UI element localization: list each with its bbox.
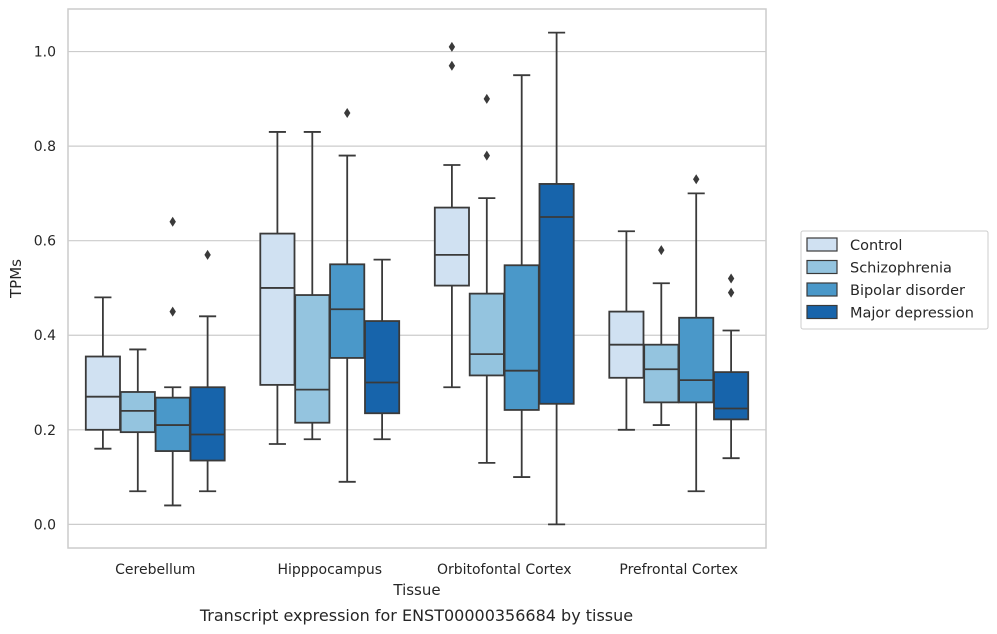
y-tick-label: 0.4 <box>34 328 56 344</box>
box-iqr <box>294 294 331 424</box>
box-iqr <box>643 343 680 404</box>
box-major-depression <box>538 31 575 526</box>
box-iqr <box>259 232 296 386</box>
box-iqr <box>713 371 750 421</box>
x-axis-label: Tissue <box>392 581 440 599</box>
y-tick-label: 0.0 <box>34 517 56 533</box>
y-axis-ticks: 0.0 0.2 0.4 0.6 0.8 1.0 <box>34 45 56 534</box>
outlier-point <box>448 41 456 52</box>
box-bipolar-disorder <box>329 108 366 483</box>
outlier-point <box>727 273 735 284</box>
outlier-point <box>448 60 456 71</box>
box-bipolar-disorder <box>154 216 191 507</box>
plot-area-frame <box>67 8 767 549</box>
legend-swatch <box>806 282 838 297</box>
x-tick-label: Orbitofontal Cortex <box>437 562 572 578</box>
outlier-point <box>483 93 490 104</box>
y-tick-label: 0.8 <box>34 139 56 155</box>
box-major-depression <box>713 273 750 460</box>
box-schizophrenia <box>119 348 156 493</box>
x-tick-label: Cerebellum <box>115 562 195 578</box>
outlier-point <box>344 108 351 119</box>
outlier-point <box>483 150 490 161</box>
box-iqr <box>538 183 575 405</box>
box-schizophrenia <box>468 93 505 464</box>
legend-label: Bipolar disorder <box>850 283 965 299</box>
box-iqr <box>433 206 470 287</box>
outlier-point <box>169 216 176 227</box>
box-iqr <box>468 292 505 377</box>
box-bipolar-disorder <box>678 174 715 493</box>
box-major-depression <box>364 258 401 441</box>
box-iqr <box>678 316 715 404</box>
x-axis-ticks: Cerebellum Hipppocampus Orbitofontal Corte… <box>115 562 738 578</box>
legend: Control Schizophrenia Bipolar disorder Majo… <box>800 230 989 330</box>
box-control <box>608 230 645 431</box>
legend-frame <box>800 230 989 330</box>
box-iqr <box>84 355 121 431</box>
y-tick-label: 0.2 <box>34 423 56 439</box>
legend-label: Major depression <box>850 306 974 322</box>
y-axis-label: TPMs <box>7 259 25 299</box>
box-iqr <box>329 263 366 359</box>
outlier-point <box>204 249 211 260</box>
x-tick-label: Hipppocampus <box>277 562 382 578</box>
legend-label: Control <box>850 238 902 254</box>
box-control <box>84 296 121 450</box>
legend-swatch <box>806 304 838 320</box>
box-schizophrenia <box>294 131 331 441</box>
box-iqr <box>503 264 540 411</box>
legend-swatch <box>806 259 838 275</box>
box-control <box>433 41 470 389</box>
box-groups <box>84 31 750 526</box>
legend-label: Schizophrenia <box>850 261 952 277</box>
outlier-point <box>658 245 665 256</box>
box-iqr <box>119 391 156 434</box>
box-bipolar-disorder <box>503 74 540 478</box>
legend-swatch <box>806 237 838 252</box>
outlier-point <box>693 174 700 185</box>
box-control <box>259 131 296 445</box>
figure-caption: Transcript expression for ENST0000035668… <box>199 606 634 625</box>
box-major-depression <box>189 249 226 493</box>
x-tick-label: Prefrontal Cortex <box>619 562 738 578</box>
outlier-point <box>727 287 735 298</box>
y-tick-label: 1.0 <box>34 45 56 61</box>
box-iqr <box>364 320 401 415</box>
box-schizophrenia <box>643 245 680 426</box>
outlier-point <box>169 306 176 317</box>
y-tick-label: 0.6 <box>34 234 56 250</box>
box-iqr <box>189 386 226 462</box>
